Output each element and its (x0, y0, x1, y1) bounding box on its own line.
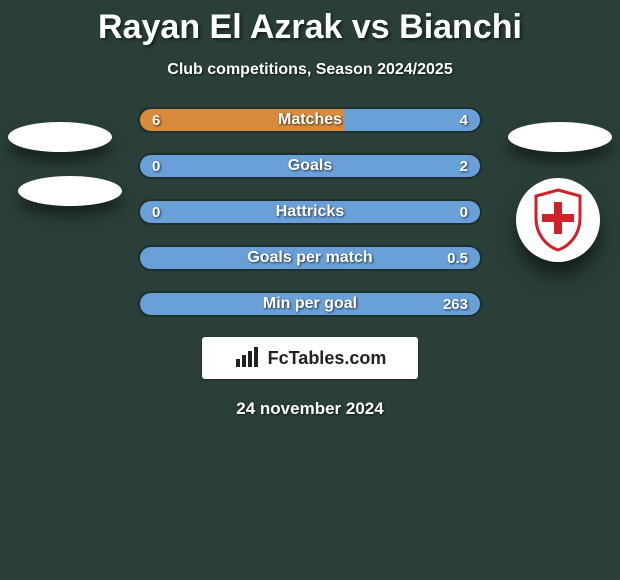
right-club-logo-1 (508, 122, 612, 152)
bar-right-fill (140, 247, 480, 269)
bar-right-fill (140, 201, 480, 223)
stats-bars: 6 Matches 4 0 Goals 2 0 Hattricks 0 Goal… (138, 107, 482, 317)
left-club-logo-2 (18, 176, 122, 206)
bar-left-fill (140, 109, 344, 131)
page-title: Rayan El Azrak vs Bianchi (0, 0, 620, 47)
bars-icon (234, 347, 262, 369)
bar-right-fill (140, 155, 480, 177)
bar-matches: 6 Matches 4 (138, 107, 482, 133)
date-text: 24 november 2024 (0, 399, 620, 419)
bar-right-fill (140, 293, 480, 315)
left-club-logo-1 (8, 122, 112, 152)
bar-right-fill (344, 109, 480, 131)
shield-icon (532, 188, 584, 252)
brand-text: FcTables.com (268, 348, 387, 369)
bar-hattricks: 0 Hattricks 0 (138, 199, 482, 225)
brand-box: FcTables.com (202, 337, 418, 379)
subtitle: Club competitions, Season 2024/2025 (0, 61, 620, 79)
right-club-logo-2 (516, 178, 600, 262)
bar-goals-per-match: Goals per match 0.5 (138, 245, 482, 271)
bar-goals: 0 Goals 2 (138, 153, 482, 179)
bar-min-per-goal: Min per goal 263 (138, 291, 482, 317)
